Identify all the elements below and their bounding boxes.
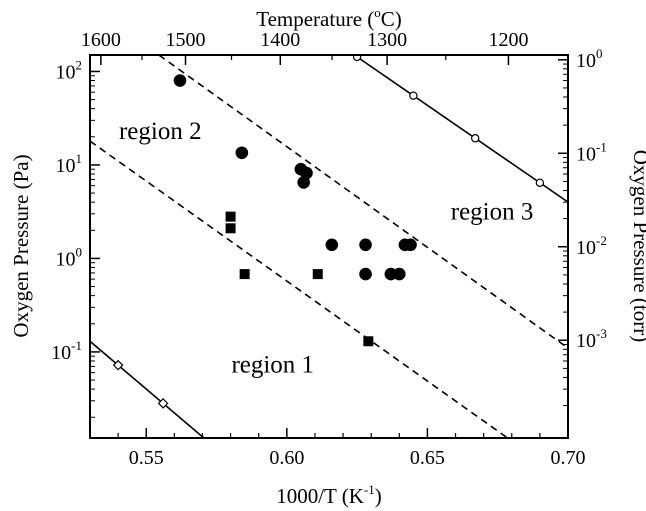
top-tick-label: 1300 <box>367 29 407 51</box>
region-2-label: region 2 <box>119 118 202 145</box>
region-3-label: region 3 <box>451 199 534 226</box>
filled-square-point <box>225 223 236 234</box>
filled-square-point <box>363 336 374 347</box>
filled-circle-point <box>359 267 372 281</box>
left-tick-label: 10-1 <box>51 338 82 364</box>
filled-square-point <box>239 269 250 280</box>
right-tick-label: 10-2 <box>576 233 607 259</box>
top-tick-label: 1400 <box>260 29 300 51</box>
filled-circle-point <box>235 146 249 160</box>
right-tick-label: 10-1 <box>576 139 607 165</box>
left-y-axis-title: Oxygen Pressure (Pa) <box>9 154 33 337</box>
x-tick-label: 0.70 <box>551 447 586 469</box>
top-tick-label: 1500 <box>166 29 206 51</box>
x-axis-title: 1000/T (K-1) <box>276 482 382 508</box>
filled-circle-point <box>359 238 372 252</box>
plot-frame <box>89 54 569 439</box>
data-points-layer <box>173 74 417 347</box>
right-tick-label: 100 <box>576 46 603 72</box>
top-tick-label: 1200 <box>488 29 528 51</box>
dashed-boundary-line <box>90 140 509 438</box>
left-tick-label: 102 <box>56 57 83 83</box>
x-tick-label: 0.55 <box>129 447 164 469</box>
left-tick-label: 100 <box>56 244 83 270</box>
top-tick-label: 1600 <box>81 29 121 51</box>
solid-boundary-line <box>90 340 205 438</box>
top-axis-title: Temperature (oC) <box>256 5 402 31</box>
open-circle-marker <box>352 55 362 62</box>
filled-square-point <box>312 269 323 280</box>
open-circle-marker <box>409 91 418 100</box>
x-tick-label: 0.60 <box>269 447 304 469</box>
right-y-axis-title: Oxygen Pressure (torr) <box>629 150 646 342</box>
filled-circle-point <box>297 176 310 189</box>
open-circle-marker <box>471 134 480 143</box>
fit-lines-layer <box>90 55 568 438</box>
filled-circle-point <box>392 267 406 281</box>
filled-circle-point <box>173 74 187 87</box>
labels-layer: 0.55 0.60 0.65 0.70 1600 1500 1400 1300 1200 10-1… <box>51 29 607 469</box>
open-circle-marker <box>535 178 545 187</box>
left-tick-label: 101 <box>56 151 83 177</box>
filled-square-point <box>225 211 236 222</box>
filled-circle-point <box>404 238 417 252</box>
x-tick-label: 0.65 <box>410 447 445 469</box>
open-diamond-marker <box>112 359 124 371</box>
region-1-label: region 1 <box>231 352 314 379</box>
open-diamond-marker <box>157 398 169 409</box>
filled-circle-point <box>325 238 339 252</box>
solid-boundary-line <box>353 55 568 203</box>
right-tick-label: 10-3 <box>576 326 607 352</box>
